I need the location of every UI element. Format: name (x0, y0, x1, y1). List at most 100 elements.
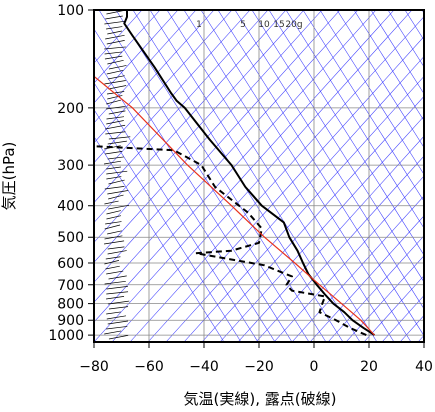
isotherm-line (129, 16, 424, 342)
wind-barb (104, 51, 123, 55)
y-axis-title: 気圧(hPa) (0, 142, 18, 211)
wind-barb (107, 95, 123, 100)
isotherm-line (147, 36, 424, 342)
wind-barb (104, 235, 123, 240)
wind-barb (107, 300, 130, 305)
wind-barb (106, 176, 122, 180)
wind-barb (105, 124, 126, 130)
temperature-line (123, 10, 376, 336)
isotherm-line (94, 10, 269, 203)
isotherm-line (94, 10, 215, 144)
isotherm-line (111, 10, 413, 342)
adiabat-line (94, 135, 225, 342)
wind-barb (107, 190, 129, 195)
wind-barb (108, 65, 127, 70)
wind-barb (104, 260, 120, 265)
wind-barb (106, 69, 124, 75)
adiabat-line (183, 10, 395, 342)
x-tick-label: 0 (310, 359, 319, 375)
adiabat-line (404, 10, 424, 41)
wind-barb (105, 131, 126, 135)
wind-barb (105, 34, 125, 40)
wind-barb (106, 210, 121, 215)
x-tick-label: 20 (360, 359, 378, 375)
profile-series (94, 10, 376, 337)
adiabat-line (149, 10, 361, 342)
mixing-ratio-label: 5 (240, 20, 246, 30)
wind-barb (105, 15, 123, 20)
isotherm-line (94, 10, 179, 104)
adiabat-line (319, 10, 424, 175)
isotherm-line (381, 295, 424, 342)
adiabat-line (94, 55, 276, 342)
wind-barb (104, 80, 126, 85)
wind-barb (104, 224, 121, 230)
x-tick-label: −60 (134, 359, 164, 375)
wind-barb (107, 75, 125, 80)
isotherm-line (94, 10, 305, 243)
adiabat-line (200, 10, 412, 342)
y-tick-label: 1000 (48, 328, 84, 344)
isotherm-line (363, 275, 424, 342)
wind-barb (108, 306, 129, 310)
y-tick-label: 800 (57, 297, 84, 313)
wind-barb (106, 326, 128, 330)
x-axis-title: 気温(実線), 露点(破線) (184, 390, 337, 408)
wind-barb (104, 280, 126, 285)
wind-barb (107, 250, 127, 255)
isotherm-line (94, 10, 395, 342)
wind-barb (106, 99, 122, 105)
wind-barb (108, 179, 125, 185)
adiabat-line (387, 10, 424, 68)
isotherm-line (94, 10, 323, 263)
wind-barb (106, 91, 125, 95)
x-tick-label: 40 (415, 359, 433, 375)
parcel-line (94, 75, 375, 336)
y-tick-label: 200 (57, 101, 84, 117)
wind-barb (107, 59, 124, 65)
wind-barb (105, 221, 122, 225)
isotherm-line (309, 215, 424, 342)
isotherm-line (94, 10, 161, 84)
wind-barb (106, 116, 125, 120)
adiabat-line (251, 10, 424, 283)
adiabat-line (94, 28, 293, 342)
isotherm-line (399, 315, 424, 342)
wind-barb (108, 85, 127, 90)
isotherm-line (417, 334, 424, 342)
x-axis: −80 −60 −40 −20 0 20 40 (79, 342, 433, 375)
wind-barb (106, 166, 121, 170)
wind-barb (104, 330, 122, 335)
wind-barb (108, 204, 129, 210)
isotherm-line (94, 10, 197, 124)
y-tick-label: 300 (57, 158, 84, 174)
adiabat-line (166, 10, 378, 342)
adiabat-line (115, 10, 327, 342)
isotherm-line (345, 255, 424, 342)
adiabat-line (285, 10, 424, 229)
wind-barb (106, 286, 128, 290)
y-tick-label: 600 (57, 256, 84, 272)
wind-barb (106, 105, 126, 110)
isotherm-line (273, 175, 424, 342)
wind-barb (106, 40, 125, 45)
x-tick-label: −40 (189, 359, 219, 375)
adiabat-line (370, 10, 424, 95)
adiabat-line (353, 10, 424, 122)
adiabat-line (94, 109, 242, 342)
wind-barb (105, 265, 120, 270)
isotherm-line (94, 10, 233, 164)
isotherm-line (94, 10, 287, 223)
adiabat-line (302, 10, 424, 202)
y-tick-label: 100 (57, 3, 84, 19)
wind-barb (106, 296, 125, 300)
wind-barb (105, 151, 123, 155)
wind-barb (106, 170, 128, 175)
wind-barb (104, 186, 125, 190)
grid-lines (94, 10, 424, 342)
wind-barb (106, 270, 124, 275)
adiabat-line (268, 10, 424, 256)
isotherm-line (94, 10, 251, 184)
wind-barb (108, 334, 129, 340)
